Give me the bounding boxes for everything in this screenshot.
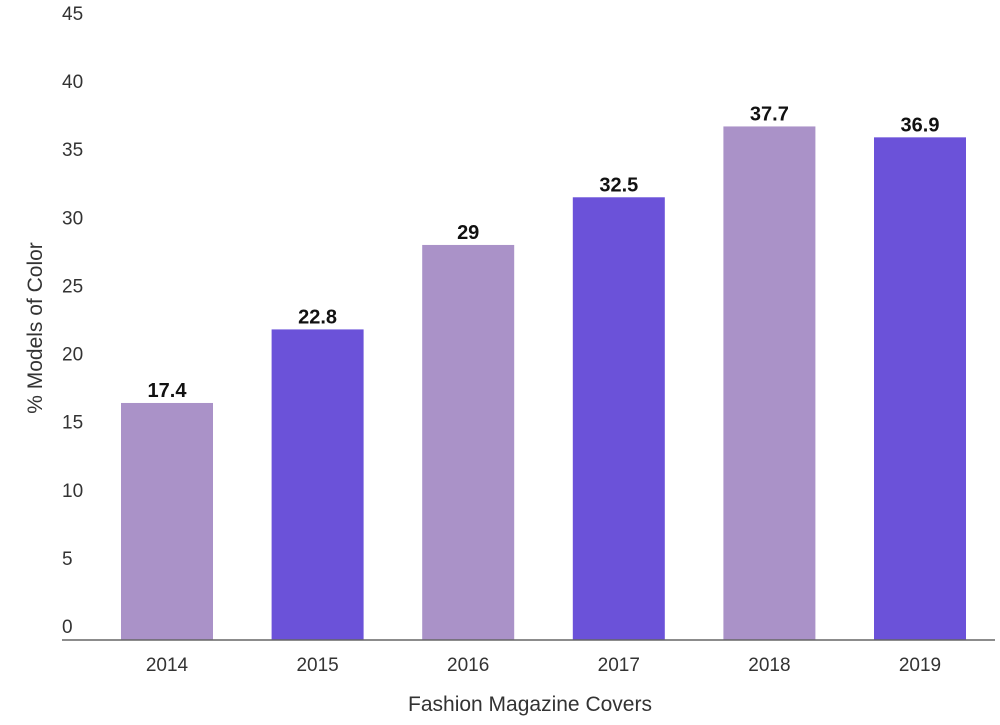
bar [572, 197, 665, 640]
bar [271, 329, 364, 640]
y-tick-label: 15 [62, 413, 83, 434]
x-axis-ticks: 2014 2015 2016 2017 2018 2019 [146, 655, 941, 676]
bar-value-label: 29 [457, 222, 479, 244]
y-tick-label: 0 [62, 617, 73, 638]
x-tick-label: 2019 [899, 655, 941, 676]
bar [723, 126, 816, 641]
x-tick-label: 2017 [598, 655, 640, 676]
y-tick-label: 35 [62, 140, 83, 161]
x-tick-label: 2016 [447, 655, 489, 676]
bar-value-label: 32.5 [599, 174, 638, 196]
x-axis-title: Fashion Magazine Covers [408, 693, 652, 716]
bar-value-label: 36.9 [901, 114, 940, 136]
x-tick-label: 2018 [748, 655, 790, 676]
bar-value-label: 22.8 [298, 306, 337, 328]
x-tick-label: 2014 [146, 655, 189, 676]
y-tick-label: 20 [62, 345, 83, 366]
bar [422, 244, 515, 640]
y-tick-label: 40 [62, 72, 83, 93]
y-tick-label: 30 [62, 208, 83, 229]
bars: 17.4 22.8 29 32.5 37.7 36.9 [121, 103, 966, 641]
bar-value-label: 37.7 [750, 103, 789, 125]
y-axis-title: % Models of Color [24, 242, 47, 414]
y-tick-label: 25 [62, 276, 83, 297]
bar-value-label: 17.4 [148, 380, 188, 402]
bar [121, 402, 213, 640]
x-tick-label: 2015 [296, 655, 338, 676]
y-tick-label: 5 [62, 549, 73, 570]
bar [874, 137, 966, 640]
y-axis-ticks: 0 5 10 15 20 25 30 35 40 45 [62, 4, 83, 638]
y-tick-label: 45 [62, 4, 83, 25]
y-tick-label: 10 [62, 481, 83, 502]
